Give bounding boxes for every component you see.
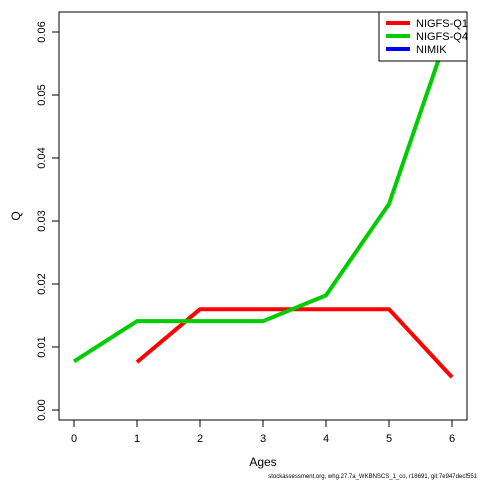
x-tick-label: 0: [71, 433, 77, 445]
y-tick-label: 0.03: [36, 210, 48, 231]
series-line-nigfs-q4: [72, 20, 454, 364]
x-tick-label: 2: [197, 433, 203, 445]
y-axis: 0.00 0.01 0.02 0.03 0.04 0.05 0.06: [36, 21, 59, 421]
x-axis: 0 1 2 3 4 5 6: [71, 420, 455, 445]
y-tick-label: 0.05: [36, 84, 48, 105]
y-tick-label: 0.01: [36, 336, 48, 357]
legend-label-nigfs-q4: NIGFS-Q4: [416, 31, 468, 43]
y-tick-label: 0.02: [36, 273, 48, 294]
legend-label-nimik: NIMIK: [416, 44, 447, 56]
x-tick-label: 1: [134, 433, 140, 445]
legend-label-nigfs-q1: NIGFS-Q1: [416, 18, 468, 30]
y-tick-label: 0.06: [36, 21, 48, 42]
x-tick-label: 6: [449, 433, 455, 445]
x-tick-label: 3: [260, 433, 266, 445]
y-axis-title: Q: [9, 211, 23, 220]
x-tick-label: 5: [386, 433, 392, 445]
footer-caption: stockassessment.org, whg.27.7a_WKBNSCS_1…: [268, 474, 477, 480]
y-tick-label: 0.00: [36, 399, 48, 420]
x-tick-label: 4: [323, 433, 329, 445]
series-lines: [72, 20, 454, 379]
y-tick-label: 0.04: [36, 147, 48, 168]
x-axis-title: Ages: [249, 455, 276, 469]
